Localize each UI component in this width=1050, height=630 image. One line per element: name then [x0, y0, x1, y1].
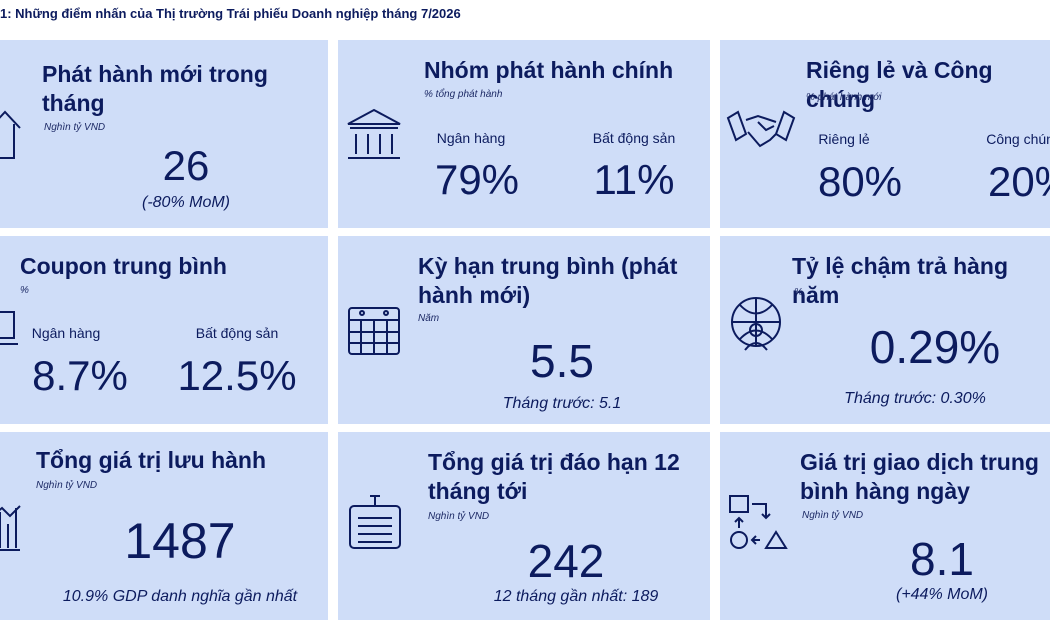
icon-bank: [347, 108, 401, 159]
page-title: 1: Những điểm nhấn của Thị trường Trái p…: [0, 6, 461, 21]
card-title: Coupon trung bình: [20, 253, 227, 279]
card-title: Phát hành mới trong tháng: [42, 61, 268, 116]
card-title: Tổng giá trị đáo hạn 12 tháng tới: [428, 449, 680, 504]
card-unit: %: [794, 287, 803, 298]
icon-network: [731, 297, 781, 351]
icon-house: [0, 110, 21, 159]
card-note: (+44% MoM): [895, 586, 989, 603]
item-value: 20%: [987, 158, 1050, 205]
item-label: Ngân hàng: [31, 325, 101, 341]
card-note: (-80% MoM): [141, 194, 230, 211]
item-value: 11%: [593, 156, 675, 203]
card-title: Giá trị giao dịch trung bình hàng ngày: [800, 449, 1039, 504]
card-unit: % phát hành mới: [806, 92, 882, 103]
icon-laptop: [0, 311, 18, 345]
item-label: Bất động sản: [592, 130, 676, 146]
icon-shapes: [729, 495, 788, 549]
card-unit: Nghìn tỷ VND: [428, 511, 490, 522]
card-unit: % tổng phát hành: [424, 89, 503, 100]
item-label: Ngân hàng: [436, 130, 506, 146]
item-value: 8.7%: [32, 352, 128, 399]
card-unit: Nghìn tỷ VND: [36, 480, 98, 491]
item-value: 12.5%: [177, 352, 297, 399]
card-value: 5.5: [530, 335, 594, 387]
card-note: 12 tháng gần nhất: 189: [493, 588, 659, 605]
card-unit: %: [20, 285, 29, 296]
card-note: 10.9% GDP danh nghĩa gần nhất: [62, 588, 298, 605]
card-unit: Nghìn tỷ VND: [802, 510, 864, 521]
item-label: Riêng lẻ: [818, 131, 870, 147]
icon-bar-chart: [0, 505, 21, 551]
card: [338, 40, 710, 228]
card: [720, 432, 1050, 620]
card: [720, 236, 1050, 424]
card-value: 26: [162, 142, 210, 189]
icon-calendar: [348, 307, 400, 355]
card-value: 0.29%: [869, 321, 1001, 373]
card-title: Nhóm phát hành chính: [424, 57, 674, 83]
card: [0, 40, 328, 228]
card-title: Riêng lẻ và Công chúng: [806, 57, 993, 112]
card-value: 242: [527, 535, 605, 587]
item-label: Bất động sản: [195, 325, 279, 341]
card-note: Tháng trước: 0.30%: [844, 390, 986, 407]
card: [0, 236, 328, 424]
item-label: Công chúng: [986, 131, 1050, 147]
card-unit: Năm: [418, 313, 440, 324]
card-title: Tỷ lệ chậm trả hàng năm: [792, 253, 1009, 308]
item-value: 79%: [434, 156, 520, 203]
card-note: Tháng trước: 5.1: [502, 395, 622, 412]
item-value: 80%: [817, 158, 903, 205]
card: [0, 432, 328, 620]
card-value: 1487: [124, 513, 236, 569]
card-title: Kỳ hạn trung bình (phát hành mới): [418, 253, 678, 308]
icon-handshake: [726, 110, 796, 148]
card-value: 8.1: [910, 533, 974, 585]
card-unit: Nghìn tỷ VND: [44, 122, 106, 133]
card-title: Tổng giá trị lưu hành: [36, 447, 267, 473]
icon-calendar: [349, 495, 401, 549]
